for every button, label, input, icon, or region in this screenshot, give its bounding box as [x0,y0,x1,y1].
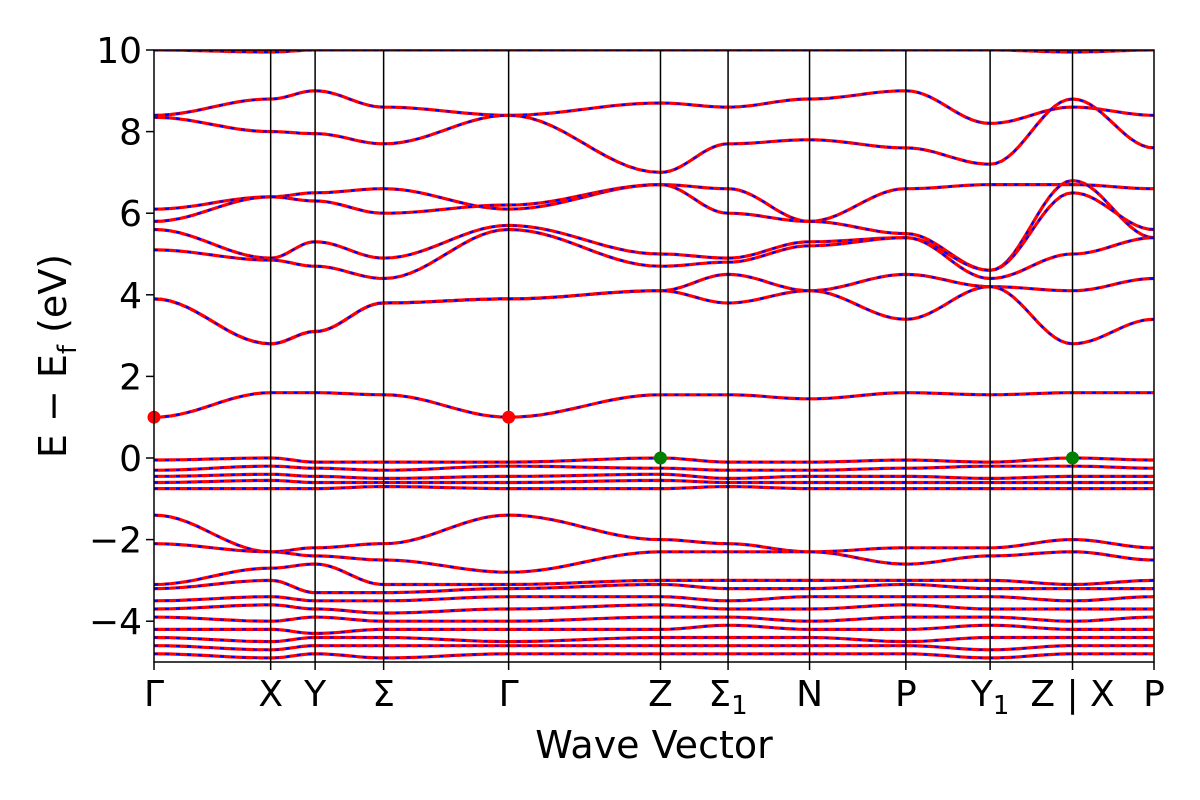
x-tick-label-7: N [796,674,823,715]
x-tick-label-11: P [1143,674,1165,715]
y-axis-title-unit: (eV) [31,254,75,345]
band-line-blue-10 [154,456,1154,464]
extremum-marker-1 [502,410,516,424]
band-line-blue-22 [154,624,1154,635]
band-line-blue-2 [154,97,1154,174]
bands-layer [154,50,1154,660]
band-line-blue-6 [154,228,1154,280]
x-tick-label-6: Σ1 [708,674,747,721]
band-line-blue-19 [154,595,1154,602]
x-tick-label-0: Γ [144,674,164,715]
band-line-blue-17 [154,563,1154,586]
band-line-blue-1 [154,89,1154,125]
x-tick-label-8: P [895,674,917,715]
band-line-blue-20 [154,603,1154,615]
plot-area [154,50,1154,662]
plot-frame [153,49,1155,663]
band-line-blue-3 [154,183,1154,223]
band-line-blue-4 [154,179,1154,272]
band-line-blue-9 [154,391,1154,419]
y-tick-label-5: 0 [119,439,142,480]
y-tick-label-2: 6 [119,194,142,235]
band-line-blue-21 [154,615,1154,623]
y-tick-label-6: −2 [89,521,142,562]
band-line-blue-14 [154,485,1154,490]
y-axis-title-base: E − E [31,354,75,458]
y-tick-label-1: 8 [119,113,142,154]
y-tick-label-0: 10 [96,31,142,72]
x-tick-label-2: Y [303,674,327,715]
x-tick-label-5: Z [648,674,673,715]
band-line-blue-11 [154,465,1154,472]
y-axis: 10 8 6 4 2 0 −2 −4 [89,31,154,643]
band-line-blue-23 [154,636,1154,643]
band-line-red-5 [154,191,1154,272]
band-line-blue-16 [154,542,1154,574]
y-tick-label-7: −4 [89,602,142,643]
band-line-blue-15 [154,513,1154,553]
extremum-marker-3 [1066,451,1080,465]
extremum-marker-2 [653,451,667,465]
band-line-blue-13 [154,479,1154,484]
x-tick-label-3: Σ [372,674,395,715]
y-axis-title: E − Ef (eV) [31,254,83,458]
y-tick-label-4: 2 [119,357,142,398]
x-axis-title: Wave Vector [535,723,773,767]
x-tick-label-4: Γ [499,674,519,715]
x-axis: Γ X Y Σ Γ Z Σ1 N P Y1 Z | X P [144,662,1165,721]
band-line-blue-24 [154,644,1154,651]
band-line-blue-25 [154,652,1154,659]
band-line-blue-12 [154,473,1154,480]
x-tick-label-9: Y1 [970,674,1010,721]
band-line-blue-18 [154,579,1154,594]
y-tick-label-3: 4 [119,276,142,317]
y-axis-title-subscript: f [53,344,83,354]
x-tick-label-1: X [258,674,283,715]
high-symmetry-lines [269,50,1074,662]
x-tick-label-10: Z | X [1030,674,1114,715]
band-line-blue-8 [154,285,1154,345]
